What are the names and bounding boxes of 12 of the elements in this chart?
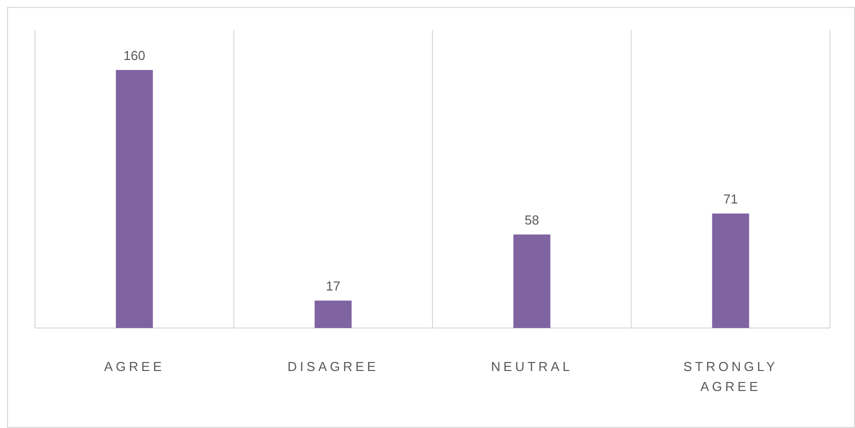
x-tick-label: NEUTRAL <box>491 359 573 374</box>
bar <box>712 214 750 328</box>
data-label: 58 <box>524 212 540 228</box>
x-tick-label: AGREE <box>104 359 165 374</box>
x-tick-label: DISAGREE <box>288 359 379 374</box>
data-label: 71 <box>723 192 738 207</box>
data-label: 160 <box>124 48 146 63</box>
bar <box>116 70 153 328</box>
data-label: 17 <box>326 278 340 294</box>
x-tick-label: STRONGLY AGREE <box>683 359 778 394</box>
bar <box>314 300 352 328</box>
bar <box>513 234 550 328</box>
